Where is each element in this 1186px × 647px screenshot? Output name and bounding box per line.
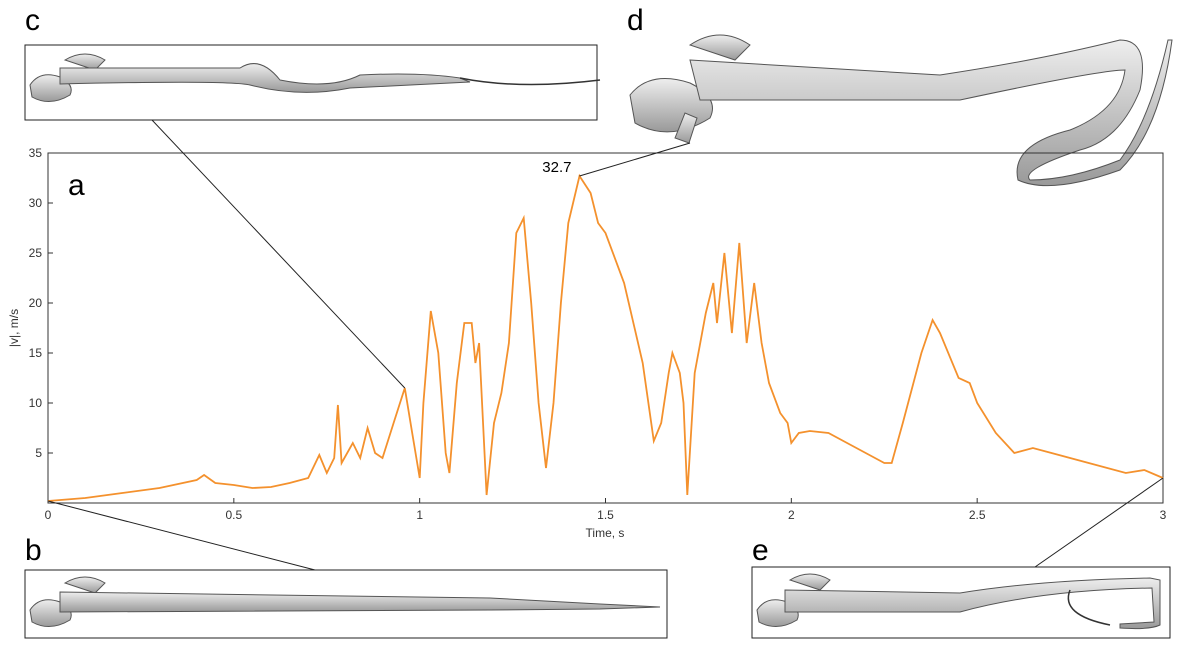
y-axis-label: |v|, m/s [7, 309, 21, 347]
panel-label: a [68, 169, 85, 202]
x-tick-label: 1.5 [597, 508, 614, 522]
panel-label: d [627, 4, 644, 37]
plot-frame [48, 153, 1163, 503]
x-tick-label: 1 [416, 508, 423, 522]
leader-d [579, 143, 690, 176]
x-tick-label: 2 [788, 508, 795, 522]
peak-annotation: 32.7 [542, 159, 571, 176]
x-tick-label: 2.5 [969, 508, 986, 522]
x-tick-label: 0 [45, 508, 52, 522]
panel-label: e [752, 534, 769, 567]
y-tick-label: 30 [29, 196, 43, 210]
panel-label: b [25, 534, 42, 567]
panel-label: c [25, 4, 40, 37]
y-tick-label: 20 [29, 296, 43, 310]
leader-b [48, 501, 315, 570]
x-tick-label: 3 [1160, 508, 1167, 522]
x-axis-label: Time, s [586, 526, 625, 540]
x-tick-label: 0.5 [225, 508, 242, 522]
y-tick-label: 25 [29, 246, 43, 260]
velocity-line [48, 176, 1163, 501]
y-tick-label: 15 [29, 346, 43, 360]
figure: 00.511.522.535101520253035 32.7 c d a b … [0, 0, 1186, 642]
leader-c [152, 120, 405, 388]
leader-e [1035, 478, 1163, 567]
y-tick-label: 35 [29, 146, 43, 160]
y-tick-label: 5 [35, 446, 42, 460]
spine-d [630, 35, 1172, 186]
y-tick-label: 10 [29, 396, 43, 410]
